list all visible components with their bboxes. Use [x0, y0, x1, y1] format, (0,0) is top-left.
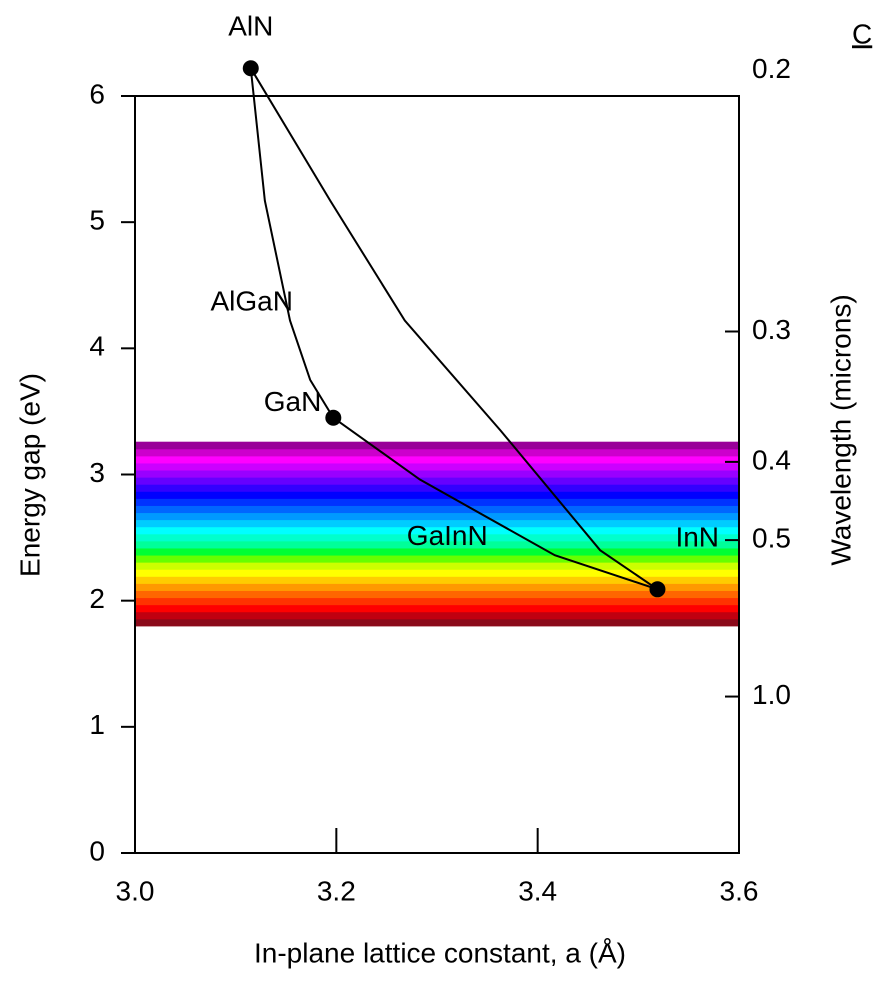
y-tick-label: 3 — [89, 457, 105, 488]
spectrum-stripe — [135, 477, 739, 485]
spectrum-stripe — [135, 562, 739, 570]
y2-tick-label: 0.5 — [752, 522, 791, 553]
spectrum-stripe — [135, 583, 739, 591]
x-tick-label: 3.0 — [116, 875, 155, 906]
spectrum-stripe — [135, 576, 739, 584]
spectrum-stripe — [135, 519, 739, 528]
spectrum-stripe — [135, 448, 739, 457]
y-tick-label: 0 — [89, 835, 105, 866]
corner-text: C — [852, 18, 872, 49]
alloy-curve — [332, 416, 658, 591]
y2-tick-label: 1.0 — [752, 679, 791, 710]
spectrum-stripe — [135, 455, 739, 464]
x-axis-label: In-plane lattice constant, a (Å) — [254, 937, 626, 968]
spectrum-stripe — [135, 533, 739, 542]
spectrum-stripe — [135, 512, 739, 521]
y-tick-label: 6 — [89, 78, 105, 109]
spectrum-stripe — [135, 505, 739, 514]
point — [325, 409, 342, 426]
spectrum-band — [135, 441, 739, 627]
spectrum-stripe — [135, 540, 739, 549]
point-label: InN — [675, 522, 719, 553]
spectrum-stripe — [135, 526, 739, 535]
spectrum-stripe — [135, 618, 739, 627]
spectrum-stripe — [135, 555, 739, 563]
spectrum-stripe — [135, 491, 739, 499]
y-tick-label: 4 — [89, 331, 105, 362]
alloy-curve — [249, 67, 659, 591]
x-tick-label: 3.6 — [720, 875, 759, 906]
y-axis-label: Energy gap (eV) — [14, 373, 45, 577]
spectrum-stripe — [135, 611, 739, 620]
point-label: AlN — [228, 11, 273, 42]
y-tick-label: 5 — [89, 205, 105, 236]
spectrum-stripe — [135, 547, 739, 556]
spectrum-stripe — [135, 498, 739, 506]
spectrum-stripe — [135, 470, 739, 478]
x-tick-label: 3.4 — [518, 875, 557, 906]
spectrum-stripe — [135, 484, 739, 492]
spectrum-stripe — [135, 597, 739, 606]
point — [649, 581, 666, 598]
y2-tick-label: 0.4 — [752, 444, 791, 475]
spectrum-stripe — [135, 462, 739, 471]
spectrum-stripe — [135, 441, 739, 450]
x-tick-label: 3.2 — [317, 875, 356, 906]
point — [242, 60, 259, 77]
point-label: GaN — [264, 386, 322, 417]
y2-tick-label: 0.3 — [752, 314, 791, 345]
y-tick-label: 1 — [89, 709, 105, 740]
spectrum-stripe — [135, 590, 739, 599]
annotation: GaInN — [407, 520, 488, 551]
y2-axis-label: Wavelength (microns) — [825, 294, 856, 565]
y2-tick-label: 0.2 — [752, 53, 791, 84]
alloy-curve — [249, 68, 335, 419]
y-tick-label: 2 — [89, 583, 105, 614]
spectrum-stripe — [135, 569, 739, 577]
spectrum-stripe — [135, 604, 739, 613]
annotation: AlGaN — [211, 285, 293, 316]
